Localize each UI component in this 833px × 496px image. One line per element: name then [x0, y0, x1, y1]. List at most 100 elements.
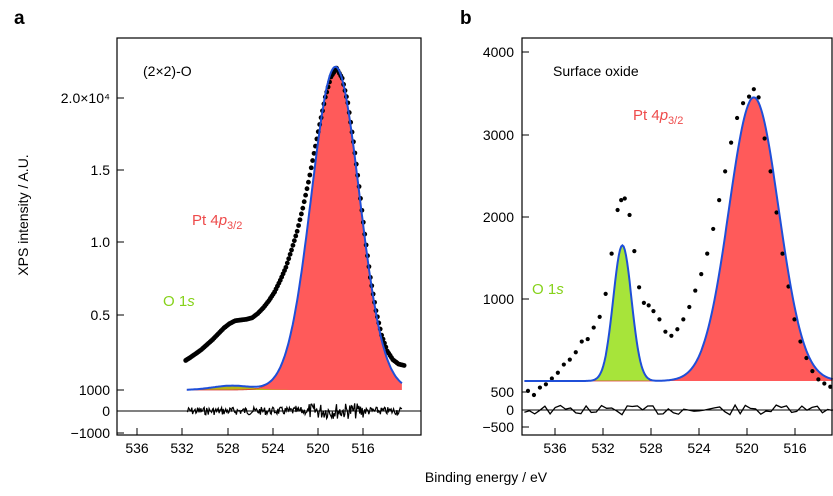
- pt-4p32-peak-fill: [524, 97, 832, 381]
- data-point: [822, 381, 826, 385]
- data-point: [568, 358, 572, 362]
- data-point: [729, 141, 733, 145]
- data-point: [286, 256, 291, 261]
- y-tick-label: −500: [482, 419, 514, 435]
- data-point: [309, 165, 314, 170]
- data-point: [632, 249, 636, 253]
- data-point: [651, 309, 655, 313]
- data-point: [288, 252, 293, 257]
- data-point: [302, 199, 307, 204]
- data-point: [642, 301, 646, 305]
- data-point: [616, 208, 620, 212]
- y-axis-title: XPS intensity / A.U.: [15, 154, 31, 275]
- x-tick-label: 528: [639, 440, 663, 456]
- data-point: [810, 369, 814, 373]
- data-point: [598, 315, 602, 319]
- x-tick-label: 520: [306, 440, 330, 456]
- x-tick-label: 516: [351, 440, 375, 456]
- data-point: [303, 193, 308, 198]
- data-point: [711, 227, 715, 231]
- data-point: [574, 350, 578, 354]
- y-tick-label: 2.0×10⁴: [61, 90, 110, 106]
- data-point: [723, 169, 727, 173]
- data-point: [592, 325, 596, 329]
- x-tick-label: 536: [125, 440, 149, 456]
- data-point: [623, 196, 627, 200]
- data-point: [538, 385, 542, 389]
- data-point: [298, 217, 303, 222]
- data-point: [747, 94, 751, 98]
- y-tick-label: 4000: [483, 44, 514, 60]
- data-point: [291, 243, 296, 248]
- data-point: [293, 234, 298, 239]
- data-point: [717, 198, 721, 202]
- panel-a-pt-label: Pt 4p3/2: [192, 212, 242, 232]
- data-point: [586, 337, 590, 341]
- data-point: [752, 87, 756, 91]
- data-point: [705, 251, 709, 255]
- y-tick-label: 1.5: [91, 162, 111, 178]
- data-point: [647, 303, 651, 307]
- y-tick-label: −1000: [71, 425, 111, 441]
- data-point: [699, 272, 703, 276]
- panel-a-letter: a: [14, 8, 25, 29]
- x-axis-title: Binding energy / eV: [425, 469, 548, 485]
- data-point: [604, 292, 608, 296]
- panel-a-o-label: O 1s: [163, 293, 195, 310]
- y-tick-label: 1000: [79, 382, 110, 398]
- data-point: [663, 330, 667, 334]
- x-tick-label: 536: [543, 440, 567, 456]
- data-point: [307, 173, 312, 178]
- y-tick-label: 1.0: [91, 234, 111, 250]
- data-point: [300, 206, 305, 211]
- panel-a-inset-label: (2×2)-O: [143, 63, 192, 79]
- data-point: [310, 158, 315, 163]
- data-point: [562, 362, 566, 366]
- data-point: [627, 213, 631, 217]
- x-tick-label: 532: [591, 440, 615, 456]
- panel-b-peak-fills: [524, 97, 832, 381]
- data-point: [735, 116, 739, 120]
- data-point: [295, 229, 300, 234]
- data-point: [681, 317, 685, 321]
- x-tick-label: 520: [735, 440, 759, 456]
- data-point: [741, 101, 745, 105]
- data-point: [296, 223, 301, 228]
- data-point: [792, 317, 796, 321]
- data-point: [610, 251, 614, 255]
- x-tick-label: 532: [170, 440, 194, 456]
- data-point: [619, 198, 623, 202]
- data-point: [657, 317, 661, 321]
- panel-b-o-label: O 1s: [532, 281, 564, 298]
- data-point: [306, 180, 311, 185]
- x-tick-label: 528: [216, 440, 240, 456]
- data-point: [532, 393, 536, 397]
- data-point: [675, 327, 679, 331]
- data-point: [816, 377, 820, 381]
- data-point: [762, 136, 766, 140]
- data-point: [292, 238, 297, 243]
- data-point: [544, 382, 548, 386]
- panel-b-pt-label: Pt 4p3/2: [633, 107, 683, 127]
- y-tick-label: 500: [491, 384, 515, 400]
- data-point: [289, 248, 294, 253]
- data-point: [285, 261, 290, 266]
- data-point: [299, 212, 304, 217]
- data-point: [637, 285, 641, 289]
- data-point: [669, 334, 673, 338]
- data-point: [687, 305, 691, 309]
- y-tick-label: 0.5: [91, 307, 111, 323]
- data-point: [693, 288, 697, 292]
- y-tick-label: 2000: [483, 209, 514, 225]
- data-point: [305, 186, 310, 191]
- y-tick-label: 0: [506, 402, 514, 418]
- data-point: [284, 265, 289, 270]
- y-tick-label: 3000: [483, 127, 514, 143]
- y-tick-label: 1000: [483, 291, 514, 307]
